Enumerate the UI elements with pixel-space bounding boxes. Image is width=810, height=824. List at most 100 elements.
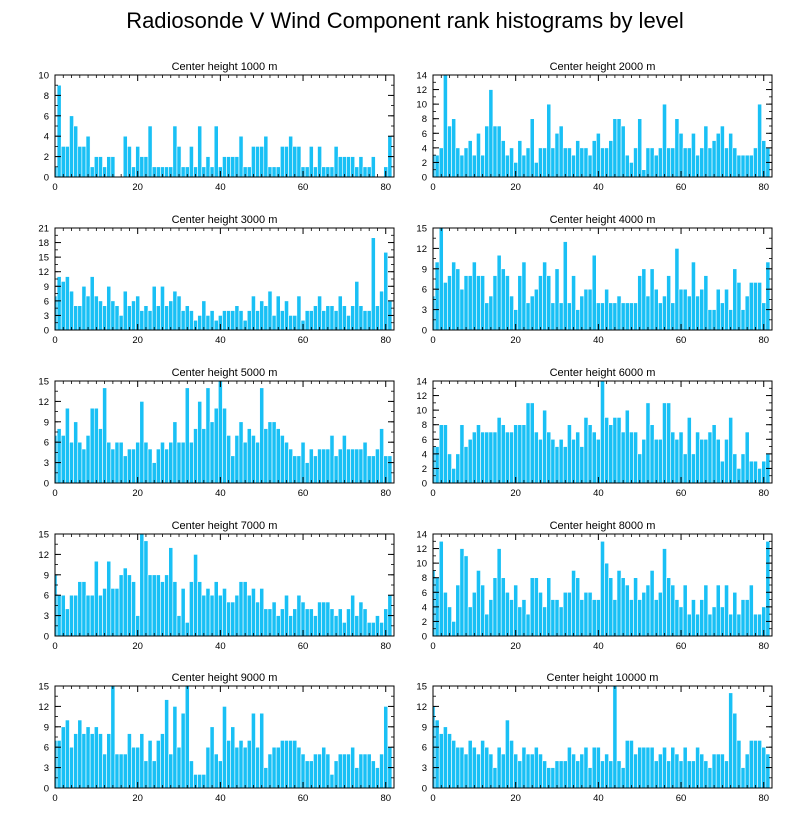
bar [85,594,91,637]
bar [118,753,124,789]
bar [587,288,593,331]
bar [724,760,729,789]
y-tick-label: 0 [422,784,427,795]
bar [728,132,734,178]
bar [550,302,556,331]
bar [678,431,684,484]
bar [658,438,663,484]
bar [583,746,589,789]
x-tick-label: 60 [298,182,309,193]
bar [184,387,190,484]
bar [284,441,289,484]
bar [234,305,240,331]
bar [484,302,490,331]
panel-7: Center height 7000 m 0 3 6 9 12 15 0 20 40 60 80 [38,520,395,652]
bar [131,448,136,484]
bar [217,594,223,637]
bar [484,613,490,637]
bar [542,606,547,637]
bar [234,435,240,484]
bar [616,417,622,484]
bar [329,774,335,789]
bar [122,567,128,637]
bar [284,300,289,331]
bar [443,74,448,178]
bar [280,608,285,637]
x-tick-label: 60 [676,641,687,652]
bar [342,156,347,178]
x-tick-label: 0 [430,335,435,346]
x-tick-label: 20 [510,182,521,193]
bar [354,281,360,331]
y-tick-label: 6 [44,438,49,449]
bar [455,453,461,484]
y-tick-label: 4 [422,143,427,154]
bar [732,712,738,789]
y-tick-label: 0 [44,784,49,795]
bar [358,305,364,331]
bar [471,154,477,178]
bar [271,746,277,789]
bar [525,302,531,331]
bar [620,767,626,789]
bar [65,407,70,484]
bar [321,448,327,484]
bar [60,146,66,178]
bar [736,282,742,331]
bar [110,448,116,484]
bar [337,608,343,637]
y-tick-label: 3 [422,305,427,316]
y-tick-label: 15 [416,224,427,235]
bar [288,448,294,484]
x-tick-label: 80 [758,793,769,804]
bar [292,146,298,178]
bar [317,448,322,484]
bar [529,402,535,484]
bar [517,606,523,637]
bar [629,302,634,331]
bar [370,455,376,484]
bar [317,146,322,178]
bar [732,453,738,484]
bar [567,746,572,789]
bar [728,309,734,331]
bar [201,300,207,331]
bar [172,290,178,331]
bar [476,753,481,789]
bar [658,302,663,331]
bar [496,746,502,789]
bar [740,309,746,331]
bar [213,581,219,637]
bar [238,421,244,484]
x-tick-label: 40 [593,641,604,652]
bar [73,733,79,789]
bar [496,125,502,178]
bar [604,417,610,484]
bar [370,760,376,789]
bar [193,428,198,484]
x-tick-label: 60 [298,793,309,804]
bar [106,156,112,178]
bar [387,455,393,484]
bar [147,310,153,331]
bar [724,147,729,178]
bar [205,315,211,331]
bar [127,305,132,331]
bar [550,438,556,484]
bar [604,147,610,178]
bar [280,146,285,178]
bar [98,156,103,178]
x-tick-label: 80 [380,335,391,346]
bar [263,428,269,484]
bar [143,760,149,789]
bar [304,760,310,789]
bar [275,746,281,789]
y-tick-label: 2 [422,158,427,169]
x-tick-label: 0 [52,641,57,652]
bar [480,431,485,484]
bar [443,591,448,637]
bar [292,608,298,637]
bar [122,753,128,789]
y-tick-label: 14 [416,530,427,541]
bar [366,455,372,484]
